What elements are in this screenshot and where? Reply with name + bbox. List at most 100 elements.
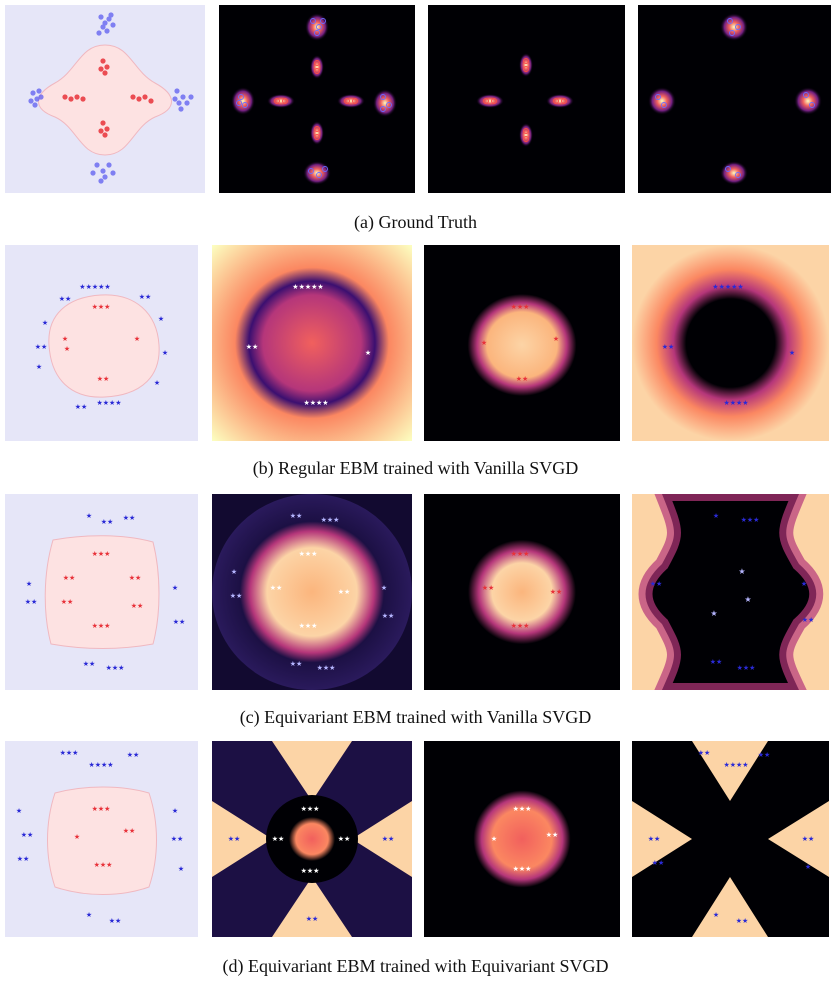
svg-text:★★: ★★ — [171, 835, 184, 843]
plot-a1 — [5, 5, 205, 193]
svg-text:★★★★: ★★★★ — [88, 761, 113, 769]
panel-a-energy-both — [219, 5, 415, 193]
caption-d: (d) Equivariant EBM trained with Equivar… — [222, 956, 609, 976]
figure-row-d: ★★★ ★★★★ ★★ ★ ★★ ★★ ★ ★★ ★ ★ ★★ ★★★ ★ ★★ ★★★ ★★ ★★ ★… — [0, 741, 831, 987]
svg-text:★★: ★★ — [306, 915, 319, 923]
svg-text:★★★: ★★★ — [321, 516, 340, 524]
plot-c1: ★★★ ★★★★★ ★★★★★ ★★★ ★★★★★★★★★★★★★★ — [5, 494, 198, 690]
svg-text:★★★: ★★★ — [317, 664, 336, 672]
panel-d-energy-outer: ★★ ★★★★ ★★ ★★ ★★ ★★ ★ ★ ★★ — [632, 741, 829, 937]
svg-text:★★★: ★★★ — [92, 550, 111, 558]
svg-text:★★: ★★ — [63, 574, 76, 582]
svg-text:★★: ★★ — [173, 618, 186, 626]
svg-text:★★: ★★ — [25, 598, 38, 606]
svg-text:★: ★ — [86, 911, 92, 919]
svg-text:★★: ★★ — [21, 831, 34, 839]
caption-b: (b) Regular EBM trained with Vanilla SVG… — [252, 458, 579, 478]
svg-text:★: ★ — [154, 379, 160, 387]
svg-text:★: ★ — [713, 512, 719, 520]
svg-text:★★★: ★★★ — [301, 867, 320, 875]
svg-text:★: ★ — [231, 568, 237, 576]
plot-a3 — [428, 5, 625, 193]
svg-text:★★: ★★ — [382, 835, 395, 843]
svg-text:★★★: ★★★ — [511, 550, 530, 558]
svg-text:★★: ★★ — [652, 859, 665, 867]
svg-text:★★: ★★ — [272, 835, 285, 843]
svg-text:★★: ★★ — [109, 917, 122, 925]
panel-d-energy-inner: ★★★ ★ ★★ ★★★ — [424, 741, 620, 937]
svg-text:★: ★ — [134, 335, 140, 343]
svg-text:★: ★ — [481, 339, 487, 347]
svg-text:★★: ★★ — [758, 751, 771, 759]
svg-text:★★: ★★ — [17, 855, 30, 863]
panel-b-energy-outer: ★★★★★ ★★ ★ ★★★★ — [632, 245, 829, 441]
plot-d3: ★★★★ ★★★★★ — [424, 741, 620, 937]
svg-text:★★: ★★ — [290, 660, 303, 668]
svg-text:★★: ★★ — [230, 592, 243, 600]
svg-text:★★: ★★ — [75, 403, 88, 411]
svg-text:★★★★: ★★★★ — [723, 399, 748, 407]
svg-text:★: ★ — [738, 567, 745, 576]
svg-text:★★★: ★★★ — [92, 805, 111, 813]
svg-text:★★: ★★ — [129, 574, 142, 582]
plot-a2 — [219, 5, 415, 193]
svg-text:★★: ★★ — [139, 293, 152, 301]
panel-c-energy-inner: ★★★ ★★ ★★ ★★★ — [424, 494, 620, 690]
svg-text:★: ★ — [172, 584, 178, 592]
svg-text:★★: ★★ — [127, 751, 140, 759]
svg-text:★★★★★: ★★★★★ — [292, 283, 323, 291]
svg-text:★★★: ★★★ — [513, 805, 532, 813]
svg-text:★★★: ★★★ — [106, 664, 125, 672]
svg-text:★★: ★★ — [101, 518, 114, 526]
svg-text:★: ★ — [744, 595, 751, 604]
svg-text:★★: ★★ — [290, 512, 303, 520]
plot-a4 — [638, 5, 831, 193]
svg-text:★★: ★★ — [736, 917, 749, 925]
svg-text:★★: ★★ — [123, 514, 136, 522]
svg-text:★★★★: ★★★★ — [303, 399, 328, 407]
svg-text:★★★★★: ★★★★★ — [79, 283, 110, 291]
svg-text:★★: ★★ — [662, 343, 675, 351]
svg-text:★★★: ★★★ — [299, 622, 318, 630]
panel-c-energy-both: ★★ ★★★ ★ ★★ ★ ★★ ★★ ★★★ ★★★ ★★ ★★ ★★★ — [212, 494, 412, 690]
svg-text:★: ★ — [62, 335, 68, 343]
svg-text:★: ★ — [74, 833, 80, 841]
svg-text:★★: ★★ — [246, 343, 259, 351]
panel-d-classification: ★★★ ★★★★ ★★ ★ ★★ ★★ ★ ★★ ★ ★ ★★ ★★★ ★ ★★ ★★★ — [5, 741, 198, 937]
svg-text:★★★: ★★★ — [511, 303, 530, 311]
panel-a-classification — [5, 5, 205, 193]
svg-text:★: ★ — [491, 835, 497, 843]
svg-text:★★: ★★ — [131, 602, 144, 610]
svg-text:★★★★: ★★★★ — [96, 399, 121, 407]
svg-text:★★: ★★ — [97, 375, 110, 383]
svg-text:★: ★ — [36, 363, 42, 371]
figure-row-a: (a) Ground Truth — [0, 5, 831, 235]
panel-c-energy-outer: ★ ★★★ ★★ ★ ★★ ★★ ★★★ ★ ★ ★ — [632, 494, 829, 690]
plot-b3: ★★★★ ★★★ — [424, 245, 620, 441]
svg-text:★: ★ — [710, 609, 717, 618]
svg-text:★★★★: ★★★★ — [723, 761, 748, 769]
svg-text:★★★: ★★★ — [299, 550, 318, 558]
svg-text:★★★: ★★★ — [737, 664, 756, 672]
plot-b2: ★★★★★★★★★★★★ — [212, 245, 412, 441]
svg-text:★★: ★★ — [228, 835, 241, 843]
svg-text:★★: ★★ — [516, 375, 529, 383]
svg-text:★★★: ★★★ — [92, 622, 111, 630]
svg-text:★: ★ — [42, 319, 48, 327]
svg-text:★★★: ★★★ — [741, 516, 760, 524]
svg-text:★★: ★★ — [546, 831, 559, 839]
svg-text:★: ★ — [805, 863, 811, 871]
plot-c2: ★★ ★★★★★★ ★★★★★ ★★★ ★★★★★ ★★★★★ — [212, 494, 412, 690]
svg-text:★★: ★★ — [698, 749, 711, 757]
plot-d1: ★★★★★★★★★ ★★★★★ ★★★★ ★★★ ★★★★★★★★★ — [5, 741, 198, 937]
plot-b1: ★★★★★★★★★★★ ★★★★★ ★★★★★★ ★★★★★★★★ — [5, 245, 198, 441]
svg-text:★★: ★★ — [61, 598, 74, 606]
svg-text:★★★: ★★★ — [92, 303, 111, 311]
svg-text:★★: ★★ — [482, 584, 495, 592]
plot-c4: ★ ★★★★★ ★★★★★★★★ ★★★ — [632, 494, 829, 690]
svg-text:★★★: ★★★ — [60, 749, 79, 757]
svg-text:★★★: ★★★ — [301, 805, 320, 813]
svg-text:★★: ★★ — [648, 835, 661, 843]
caption-a: (a) Ground Truth — [353, 212, 477, 232]
svg-text:★★: ★★ — [338, 588, 351, 596]
